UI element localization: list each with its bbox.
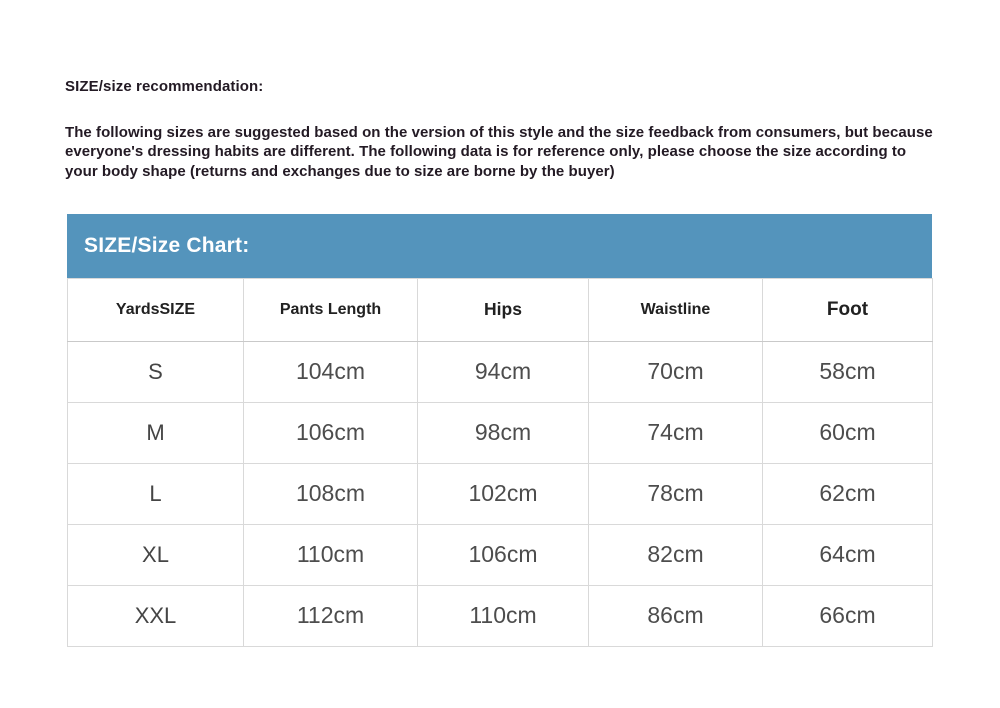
size-chart-banner-title: SIZE/Size Chart: bbox=[84, 233, 250, 257]
pants-length-cell: 104cm bbox=[243, 340, 418, 403]
table-header-row: YardsSIZE Pants Length Hips Waistline Fo… bbox=[67, 277, 933, 342]
foot-cell: 64cm bbox=[762, 523, 933, 586]
hips-cell: 106cm bbox=[417, 523, 589, 586]
pants-length-cell: 106cm bbox=[243, 401, 418, 464]
size-label-cell: XL bbox=[67, 523, 244, 586]
column-header-hips: Hips bbox=[417, 277, 589, 342]
waistline-cell: 86cm bbox=[588, 584, 763, 647]
waistline-cell: 74cm bbox=[588, 401, 763, 464]
foot-cell: 60cm bbox=[762, 401, 933, 464]
foot-cell: 62cm bbox=[762, 462, 933, 525]
table-row-xl: XL 110cm 106cm 82cm 64cm bbox=[67, 523, 933, 586]
hips-cell: 98cm bbox=[417, 401, 589, 464]
size-recommendation-description: The following sizes are suggested based … bbox=[65, 124, 933, 180]
hips-cell: 102cm bbox=[417, 462, 589, 525]
column-header-yards-size: YardsSIZE bbox=[67, 277, 244, 342]
table-row-xxl: XXL 112cm 110cm 86cm 66cm bbox=[67, 584, 933, 647]
column-header-foot: Foot bbox=[762, 277, 933, 342]
size-label-cell: L bbox=[67, 462, 244, 525]
column-header-waistline: Waistline bbox=[588, 277, 763, 342]
size-chart-banner: SIZE/Size Chart: bbox=[67, 213, 932, 278]
hips-cell: 94cm bbox=[417, 340, 589, 403]
foot-cell: 58cm bbox=[762, 340, 933, 403]
waistline-cell: 70cm bbox=[588, 340, 763, 403]
size-chart-section: SIZE/Size Chart: YardsSIZE Pants Length … bbox=[67, 213, 933, 647]
table-row-s: S 104cm 94cm 70cm 58cm bbox=[67, 340, 933, 403]
waistline-cell: 82cm bbox=[588, 523, 763, 586]
waistline-cell: 78cm bbox=[588, 462, 763, 525]
column-header-pants-length: Pants Length bbox=[243, 277, 418, 342]
size-label-cell: M bbox=[67, 401, 244, 464]
hips-cell: 110cm bbox=[417, 584, 589, 647]
pants-length-cell: 110cm bbox=[243, 523, 418, 586]
size-chart-table: YardsSIZE Pants Length Hips Waistline Fo… bbox=[67, 277, 933, 647]
pants-length-cell: 112cm bbox=[243, 584, 418, 647]
size-recommendation-heading: SIZE/size recommendation: bbox=[65, 78, 264, 95]
table-row-l: L 108cm 102cm 78cm 62cm bbox=[67, 462, 933, 525]
size-label-cell: XXL bbox=[67, 584, 244, 647]
size-label-cell: S bbox=[67, 340, 244, 403]
table-row-m: M 106cm 98cm 74cm 60cm bbox=[67, 401, 933, 464]
foot-cell: 66cm bbox=[762, 584, 933, 647]
pants-length-cell: 108cm bbox=[243, 462, 418, 525]
